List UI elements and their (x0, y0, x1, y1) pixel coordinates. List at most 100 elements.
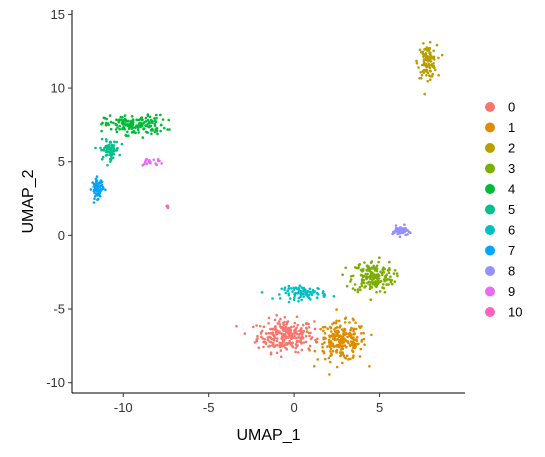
data-point (349, 275, 353, 278)
data-point (161, 118, 165, 121)
data-point (368, 269, 371, 273)
data-point (258, 324, 262, 328)
data-point (437, 56, 440, 60)
legend-key-5 (485, 204, 495, 215)
data-point (440, 53, 444, 57)
data-point (428, 74, 431, 77)
data-point (369, 277, 372, 281)
y-tick-label: 5 (58, 154, 65, 169)
data-point (393, 269, 397, 272)
data-point (366, 272, 369, 276)
data-point (432, 49, 436, 53)
data-point (257, 346, 261, 350)
data-point (424, 47, 427, 51)
data-point (290, 337, 293, 341)
data-point (92, 201, 96, 204)
data-point (108, 114, 112, 117)
legend-key-0 (485, 102, 495, 112)
data-point (348, 333, 351, 336)
data-point (385, 283, 388, 286)
y-tick-label: 10 (51, 81, 65, 96)
data-point (377, 274, 381, 278)
data-point (344, 316, 348, 320)
data-point (363, 286, 366, 289)
data-point (308, 344, 312, 348)
data-point (292, 325, 296, 328)
data-point (115, 140, 119, 144)
data-point (301, 336, 305, 340)
data-point (319, 327, 322, 331)
data-point (311, 288, 315, 292)
data-point (363, 261, 366, 264)
data-point (148, 124, 152, 128)
data-point (260, 335, 263, 339)
data-point (300, 348, 304, 352)
data-point (109, 120, 113, 124)
data-point (304, 290, 307, 294)
data-point (99, 189, 102, 193)
data-point (306, 289, 310, 293)
data-point (322, 329, 325, 333)
data-point (370, 333, 373, 337)
data-point (118, 124, 121, 128)
x-axis-ticks: -10 -5 0 5 (114, 393, 383, 415)
data-point (340, 346, 344, 350)
data-point (430, 75, 433, 78)
data-point (326, 345, 329, 348)
data-point (335, 351, 338, 354)
series-1-points (305, 308, 373, 376)
data-point (285, 322, 289, 326)
data-point (329, 350, 332, 353)
data-point (104, 123, 108, 127)
data-point (328, 360, 332, 364)
data-point (155, 126, 159, 130)
y-axis-title: UMAP_2 (20, 169, 37, 233)
data-point (143, 160, 147, 164)
data-point (127, 120, 130, 123)
data-point (341, 273, 344, 277)
data-point (100, 129, 103, 133)
data-point (360, 338, 364, 342)
data-point (283, 315, 287, 319)
data-point (94, 184, 98, 187)
data-point (352, 318, 355, 322)
data-point (104, 121, 108, 125)
data-point (286, 329, 290, 332)
data-point (141, 136, 145, 139)
data-point (114, 128, 118, 131)
data-point (341, 361, 344, 365)
data-point (372, 264, 376, 268)
data-point (89, 188, 93, 191)
data-point (275, 339, 279, 343)
data-point (428, 46, 432, 50)
series-3-points (341, 256, 399, 302)
data-point (139, 116, 143, 120)
data-point (359, 273, 363, 277)
data-point (143, 162, 146, 166)
data-point (100, 183, 104, 187)
data-point (359, 326, 362, 330)
data-point (105, 139, 108, 143)
data-point (273, 318, 277, 322)
data-point (100, 122, 103, 126)
data-point (277, 320, 281, 323)
data-point (255, 340, 259, 343)
data-point (131, 123, 135, 126)
data-point (321, 342, 324, 346)
data-point (300, 341, 304, 345)
data-point (299, 339, 303, 342)
series-7-points (89, 175, 107, 204)
data-point (373, 282, 377, 286)
data-point (375, 277, 379, 281)
data-point (275, 314, 279, 317)
data-point (281, 344, 284, 348)
data-point (270, 327, 273, 331)
data-point (269, 352, 273, 356)
data-point (122, 125, 125, 129)
data-point (415, 59, 418, 63)
data-point (419, 76, 423, 80)
data-point (104, 154, 108, 157)
data-point (316, 337, 319, 341)
data-point (341, 342, 344, 345)
data-point (426, 79, 430, 83)
